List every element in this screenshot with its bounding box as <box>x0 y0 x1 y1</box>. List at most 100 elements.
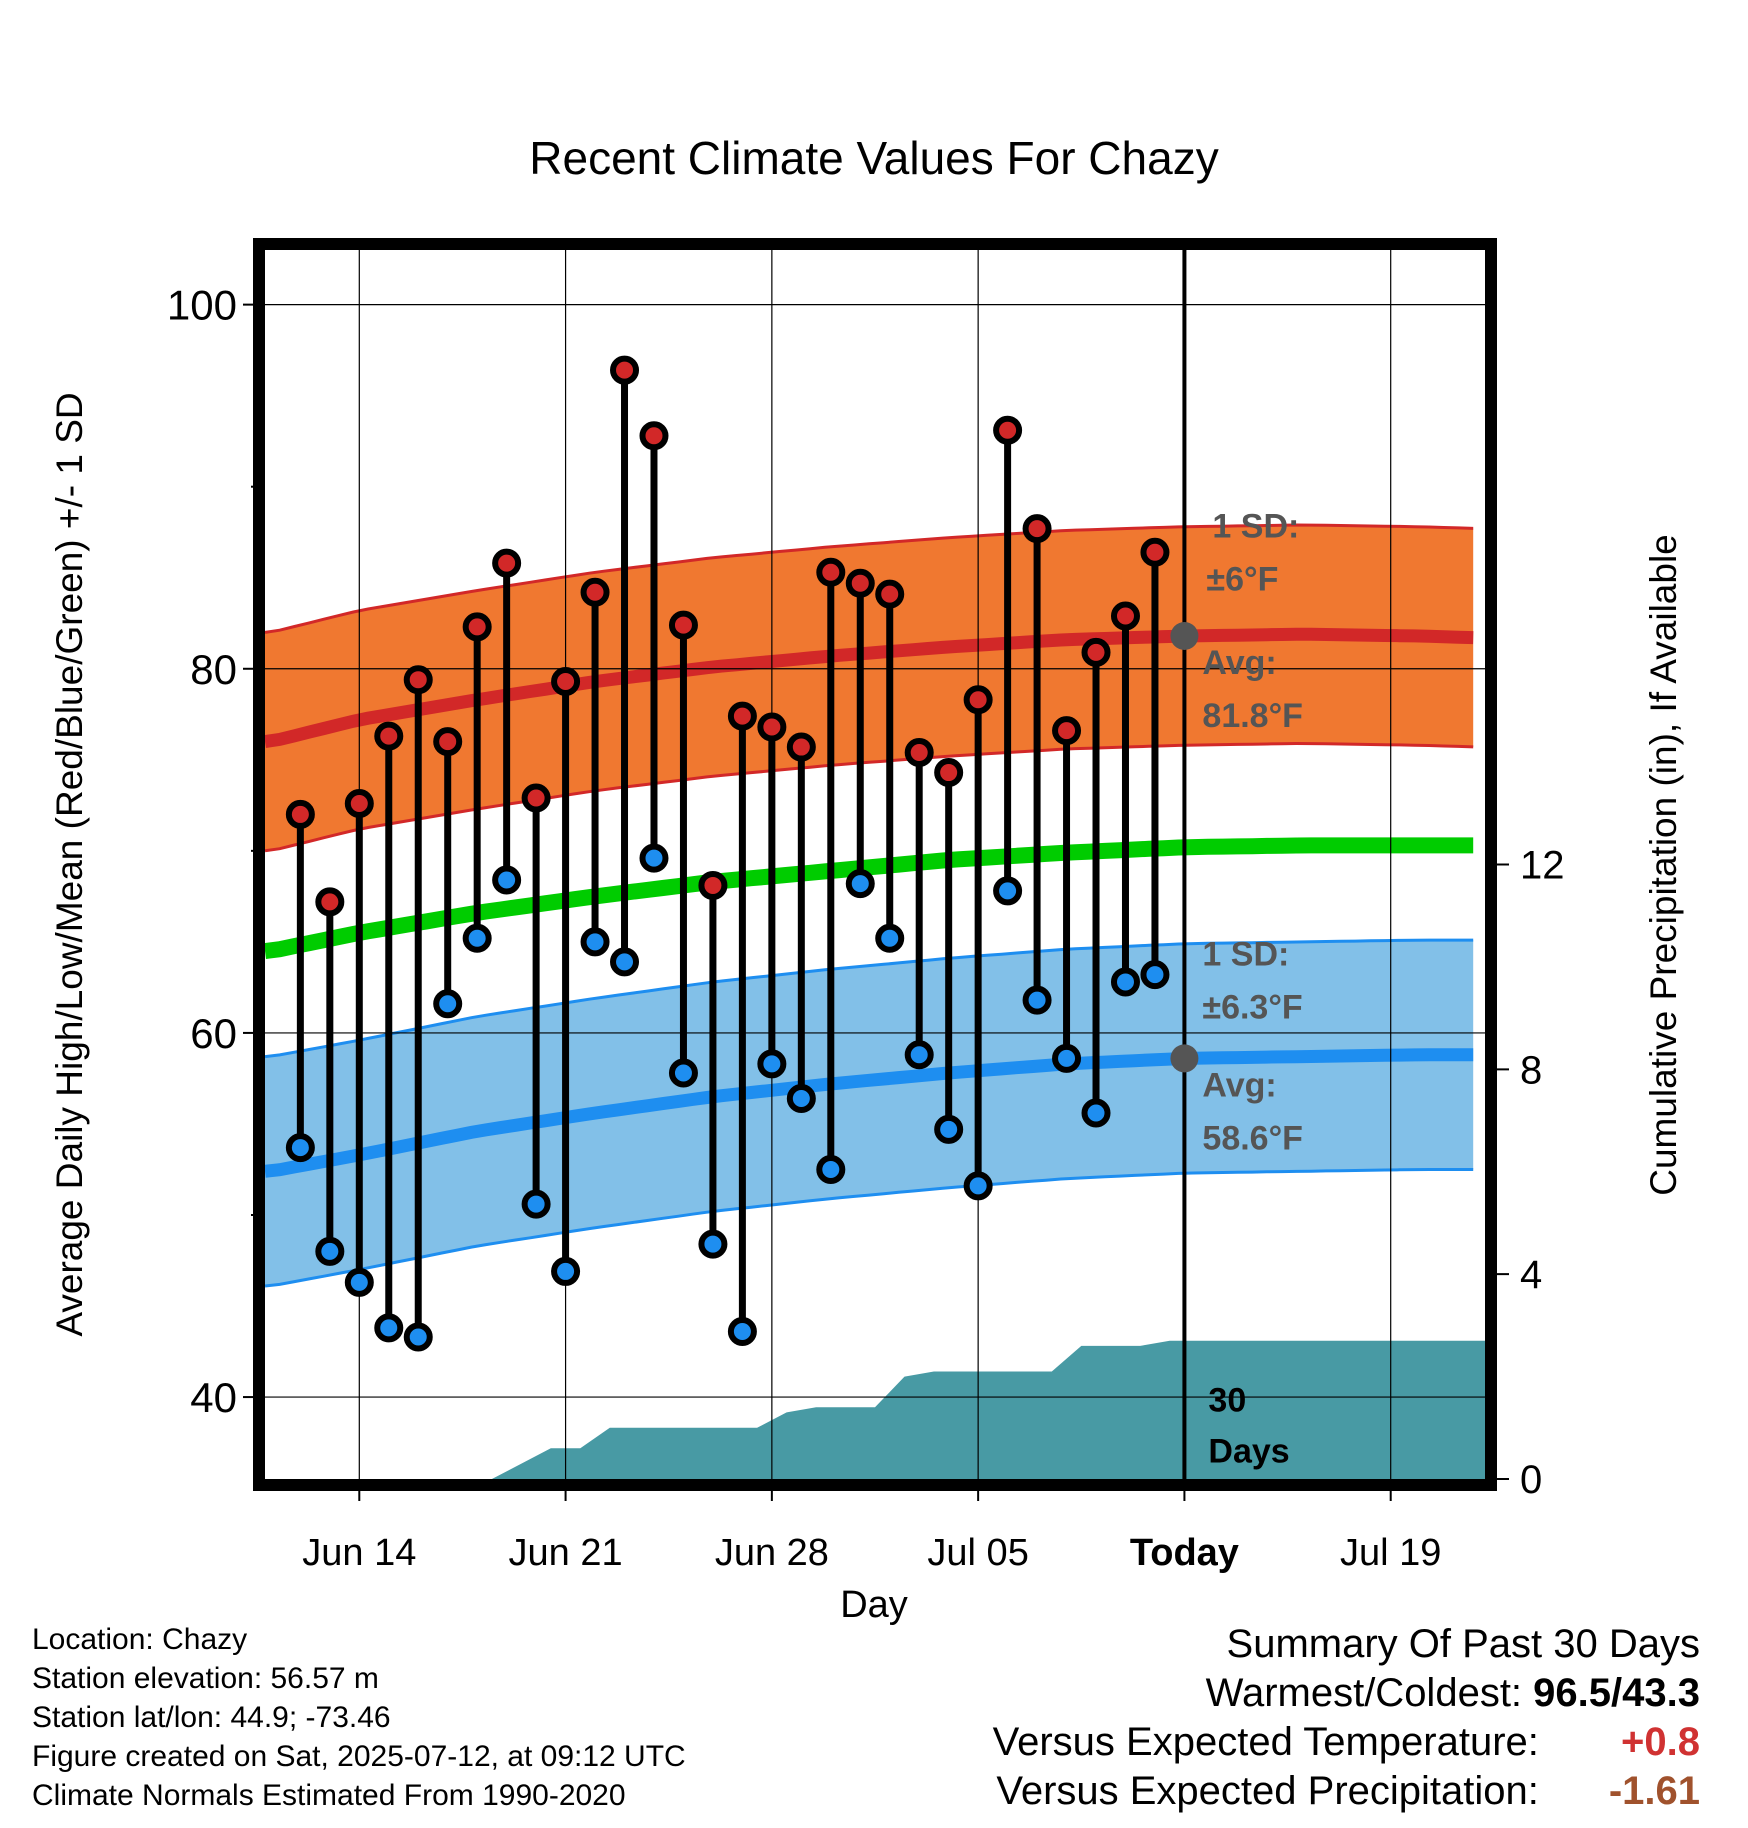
y2-tick-label: 8 <box>1520 1048 1542 1092</box>
high-avg-value: 81.8°F <box>1202 697 1303 735</box>
precip-anomaly-label: Versus Expected Precipitation: <box>996 1769 1539 1813</box>
daily-low-point <box>786 1083 816 1113</box>
plot-area <box>265 250 1485 1479</box>
daily-low-point <box>492 865 522 895</box>
daily-low-point <box>1052 1043 1082 1073</box>
daily-low-point <box>875 923 905 953</box>
y-tick-label: 80 <box>190 646 237 693</box>
y-axis-title: Average Daily High/Low/Mean (Red/Blue/Gr… <box>49 392 90 1336</box>
daily-high-point <box>1081 637 1111 667</box>
daily-high-point <box>757 712 787 742</box>
x-tick-label: Today <box>1130 1532 1239 1574</box>
daily-low-point <box>816 1154 846 1184</box>
daily-high-point <box>668 610 698 640</box>
daily-low-point <box>1081 1098 1111 1128</box>
summary-warmest-row: Warmest/Coldest: 96.5/43.3 <box>993 1669 1700 1718</box>
location-text: Location: Chazy <box>32 1623 248 1656</box>
summary-panel: Summary Of Past 30 Days Warmest/Coldest:… <box>993 1620 1700 1816</box>
daily-high-point <box>344 789 374 819</box>
chart-title: Recent Climate Values For Chazy <box>529 132 1218 184</box>
daily-low-point <box>551 1256 581 1286</box>
daily-high-point <box>963 685 993 715</box>
low-avg-value: 58.6°F <box>1202 1119 1303 1157</box>
daily-low-point <box>580 927 610 957</box>
y2-tick-label: 4 <box>1520 1253 1542 1297</box>
low-avg-label: Avg: <box>1202 1067 1276 1105</box>
daily-high-point <box>315 887 345 917</box>
y2-axis-title: Cumulative Precipitation (in), If Availa… <box>1643 534 1684 1196</box>
y2-tick-label: 0 <box>1520 1458 1542 1502</box>
daily-high-point <box>521 783 551 813</box>
daily-low-point <box>315 1236 345 1266</box>
summary-heading: Summary Of Past 30 Days <box>1226 1622 1700 1666</box>
low-sd-label: 1 SD: <box>1202 936 1289 974</box>
precip-area <box>270 1340 1485 1479</box>
window-label-line2: Days <box>1208 1433 1289 1471</box>
daily-low-point <box>433 989 463 1019</box>
daily-high-point <box>875 579 905 609</box>
daily-low-point <box>727 1317 757 1347</box>
high-sd-label: 1 SD: <box>1212 508 1299 546</box>
daily-low-point <box>374 1313 404 1343</box>
daily-low-point <box>698 1229 728 1259</box>
daily-high-point <box>462 612 492 642</box>
elevation-text: Station elevation: 56.57 m <box>32 1662 379 1695</box>
high-sd-lower-edge <box>265 741 1474 853</box>
x-tick-label: Jul 19 <box>1340 1532 1441 1574</box>
daily-high-point <box>639 421 669 451</box>
daily-high-point <box>845 568 875 598</box>
daily-low-point <box>344 1267 374 1297</box>
warmest-value: 96.5/43.3 <box>1533 1671 1700 1715</box>
daily-low-point <box>904 1040 934 1070</box>
daily-low-point <box>1110 967 1140 997</box>
daily-low-point <box>668 1058 698 1088</box>
y-tick-label: 40 <box>190 1374 237 1421</box>
daily-low-point <box>639 843 669 873</box>
daily-low-point <box>934 1114 964 1144</box>
daily-high-point <box>403 665 433 695</box>
low-sd-upper-edge <box>265 938 1474 1059</box>
daily-high-point <box>374 721 404 751</box>
normals-text: Climate Normals Estimated From 1990-2020 <box>32 1779 626 1812</box>
daily-high-point <box>610 355 640 385</box>
warmest-label: Warmest/Coldest: <box>1205 1671 1523 1715</box>
low-avg-line <box>265 1048 1474 1178</box>
precip-anomaly-value: -1.61 <box>1608 1769 1700 1813</box>
daily-high-point <box>934 758 964 788</box>
daily-high-point <box>1110 601 1140 631</box>
created-text: Figure created on Sat, 2025-07-12, at 09… <box>32 1740 686 1773</box>
x-tick-label: Jun 28 <box>715 1532 829 1574</box>
y-tick-label: 100 <box>167 282 237 329</box>
y2-tick-label: 12 <box>1520 844 1565 888</box>
daily-high-point <box>698 870 728 900</box>
daily-low-point <box>521 1189 551 1219</box>
daily-high-point <box>580 577 610 607</box>
daily-high-point <box>551 667 581 697</box>
daily-high-point <box>1022 514 1052 544</box>
temp-anomaly-value: +0.8 <box>1621 1720 1700 1764</box>
low-sd-lower-edge <box>265 1168 1474 1288</box>
mean-line <box>265 837 1474 959</box>
summary-temp-row: Versus Expected Temperature: +0.8 <box>993 1718 1700 1767</box>
daily-high-point <box>285 799 315 829</box>
high-avg-label: Avg: <box>1202 644 1276 682</box>
high-avg-marker <box>1170 621 1199 650</box>
daily-low-point <box>1022 985 1052 1015</box>
high-sd-upper-edge <box>265 523 1474 634</box>
daily-low-point <box>610 947 640 977</box>
daily-high-point <box>993 415 1023 445</box>
temp-anomaly-label: Versus Expected Temperature: <box>992 1720 1539 1764</box>
window-label-line1: 30 <box>1208 1382 1246 1420</box>
daily-high-point <box>1052 716 1082 746</box>
daily-low-point <box>403 1322 433 1352</box>
low-avg-marker <box>1170 1044 1199 1073</box>
daily-high-point <box>727 701 757 731</box>
daily-low-point <box>1140 960 1170 990</box>
x-tick-label: Jun 21 <box>509 1532 623 1574</box>
daily-low-point <box>993 876 1023 906</box>
y-tick-label: 60 <box>190 1010 237 1057</box>
low-sd-value: ±6.3°F <box>1202 988 1302 1026</box>
daily-low-point <box>963 1171 993 1201</box>
daily-high-point <box>492 548 522 578</box>
